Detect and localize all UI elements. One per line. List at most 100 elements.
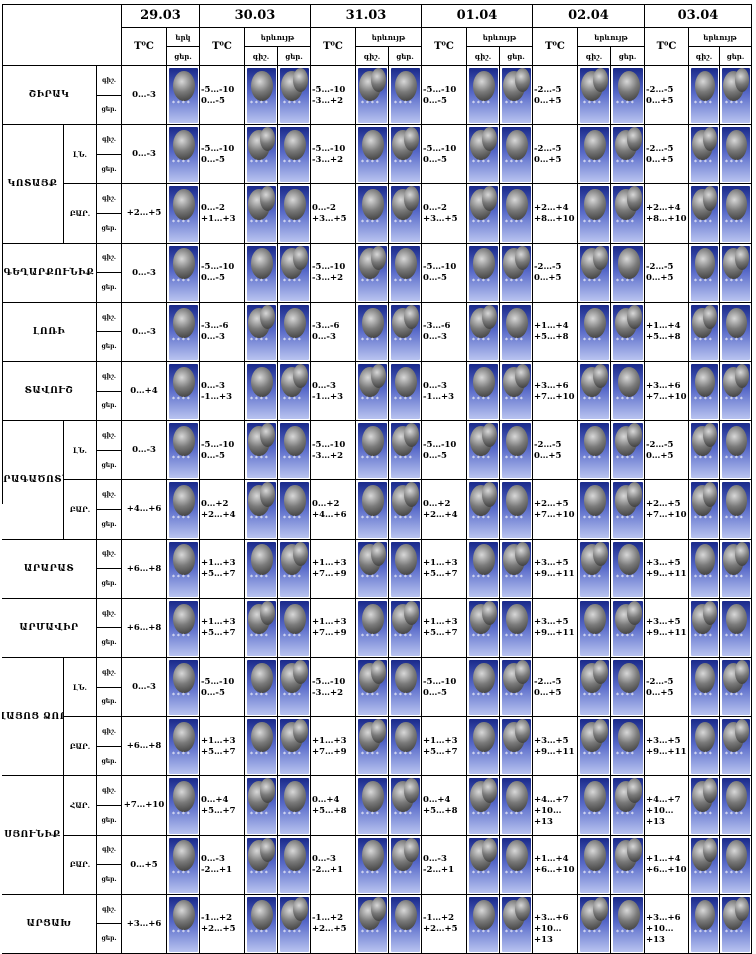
wx-header: երևույթ <box>467 28 533 47</box>
wx-night-cell: * * * * <box>245 480 278 540</box>
wx-day-cell: * * * * <box>500 362 533 422</box>
snow-cloud-icon: * * * * <box>613 541 643 597</box>
snow-cloud-icon: * * * * <box>469 68 498 124</box>
temp-cell: +6…+8 <box>122 598 167 658</box>
wx-header-label: երկ <box>175 32 191 42</box>
snow-cloud-icon: * * * * <box>169 68 198 124</box>
wx-sub-day: ցեր. <box>507 51 525 61</box>
zone-label-text: ԲԱՐ. <box>69 860 91 870</box>
wx-cell: * * * * <box>167 598 200 658</box>
wx-sub-night: գիշ. <box>695 51 713 61</box>
wx-night-cell: * * * * <box>245 658 278 718</box>
period-label: գիշ. <box>97 362 122 392</box>
temp-night: -2…-5 <box>646 676 674 687</box>
snow-cloud-icon: * * * * <box>580 482 609 538</box>
wx-day-cell: * * * * <box>389 362 422 422</box>
date-header: 31.03 <box>311 4 422 28</box>
wx-day-cell: * * * * <box>611 66 645 126</box>
temp-cell: +1…+3 +7…+9 <box>311 717 356 777</box>
wx-day-cell: * * * * <box>389 125 422 185</box>
wx-night-cell: * * * * <box>689 658 720 718</box>
snow-cloud-icon: * * * * <box>580 600 609 656</box>
temp-cell: 0…-3 <box>122 421 167 481</box>
snow-cloud-icon: * * * * <box>691 364 718 420</box>
temp-night: +1…+3 <box>423 735 458 746</box>
temp-cell: -5…-10 -3…+2 <box>311 125 356 185</box>
snow-cloud-icon: * * * * <box>391 245 420 301</box>
wx-night-cell: * * * * <box>578 776 611 836</box>
snow-cloud-icon: * * * * <box>613 68 643 124</box>
period-label: գիշ. <box>97 184 122 214</box>
snow-cloud-icon: * * * * <box>247 304 276 360</box>
wx-day-cell: * * * * <box>611 658 645 718</box>
temp-cell: 0…+4 +5…+8 <box>422 776 467 836</box>
wx-day-cell: * * * * <box>500 658 533 718</box>
temp-cell: -5…-10 0…-5 <box>422 125 467 185</box>
temp-day: +5…+8 <box>312 805 347 816</box>
snow-cloud-icon: * * * * <box>613 127 643 183</box>
temp-value: +3…+6 <box>126 918 162 929</box>
date-label: 30.03 <box>234 8 276 23</box>
wx-day-cell: * * * * <box>500 717 533 777</box>
wx-night-cell: * * * * <box>356 539 389 599</box>
wx-cell: * * * * <box>167 480 200 540</box>
snow-cloud-icon: * * * * <box>580 127 609 183</box>
snow-cloud-icon: * * * * <box>691 304 718 360</box>
temp-cell: -2…-5 0…+5 <box>533 658 578 718</box>
wx-night-cell: * * * * <box>578 125 611 185</box>
period-label-text: գիշ. <box>101 787 117 795</box>
snow-cloud-icon: * * * * <box>613 304 643 360</box>
wx-subheader-night: գիշ. <box>356 47 389 66</box>
snow-cloud-icon: * * * * <box>469 600 498 656</box>
temp-night: -5…-10 <box>201 143 235 154</box>
temp-value: +7…+10 <box>123 800 165 811</box>
snow-cloud-icon: * * * * <box>502 660 531 716</box>
temp-night: -5…-10 <box>201 676 235 687</box>
temp-day: 0…+5 <box>534 154 562 165</box>
temp-day: +10…+13 <box>534 805 562 827</box>
period-label-text: ցեր. <box>101 165 117 173</box>
snow-cloud-icon: * * * * <box>280 837 309 893</box>
wx-subheader-night: գիշ. <box>578 47 611 66</box>
wx-day-cell: * * * * <box>389 539 422 599</box>
wx-subheader-day: ցեր. <box>720 47 752 66</box>
wx-subheader-day: ցեր. <box>278 47 311 66</box>
wx-day-cell: * * * * <box>720 835 752 895</box>
snow-cloud-icon: * * * * <box>391 364 420 420</box>
wx-day-cell: * * * * <box>720 658 752 718</box>
temp-value: 0…-3 <box>132 682 156 693</box>
temp-night: +3…+6 <box>534 380 569 391</box>
temp-cell: 0…+4 <box>122 362 167 422</box>
snow-cloud-icon: * * * * <box>280 482 309 538</box>
wx-day-cell: * * * * <box>389 776 422 836</box>
snow-cloud-icon: * * * * <box>502 245 531 301</box>
snow-cloud-icon: * * * * <box>247 660 276 716</box>
wx-cell: * * * * <box>167 539 200 599</box>
snow-cloud-icon: * * * * <box>391 719 420 775</box>
wx-day-cell: * * * * <box>389 421 422 481</box>
wx-day-cell: * * * * <box>500 598 533 658</box>
temp-day: -3…+2 <box>312 687 343 698</box>
snow-cloud-icon: * * * * <box>722 304 750 360</box>
snow-cloud-icon: * * * * <box>691 186 718 242</box>
wx-day-cell: * * * * <box>278 184 311 244</box>
wx-night-cell: * * * * <box>689 184 720 244</box>
temp-night: +3…+5 <box>534 558 569 569</box>
zone-label-text: ԲԱՐ. <box>69 741 91 751</box>
snow-cloud-icon: * * * * <box>691 719 718 775</box>
wx-header-label: երևույթ <box>594 32 628 42</box>
temp-cell: -1…+2 +2…+5 <box>311 894 356 954</box>
period-label-text: գիշ. <box>101 668 117 676</box>
wx-cell: * * * * <box>167 125 200 185</box>
period-label: գիշ. <box>97 539 122 570</box>
snow-cloud-icon: * * * * <box>469 719 498 775</box>
temp-night: -2…-5 <box>534 262 562 273</box>
snow-cloud-icon: * * * * <box>169 778 198 834</box>
wx-day-cell: * * * * <box>500 125 533 185</box>
temp-cell: -1…+2 +2…+5 <box>200 894 245 954</box>
period-label-text: ցեր. <box>101 224 117 232</box>
wx-night-cell: * * * * <box>467 243 500 303</box>
wx-day-cell: * * * * <box>500 835 533 895</box>
temp-cell: -2…-5 0…+5 <box>645 66 689 126</box>
snow-cloud-icon: * * * * <box>580 423 609 479</box>
